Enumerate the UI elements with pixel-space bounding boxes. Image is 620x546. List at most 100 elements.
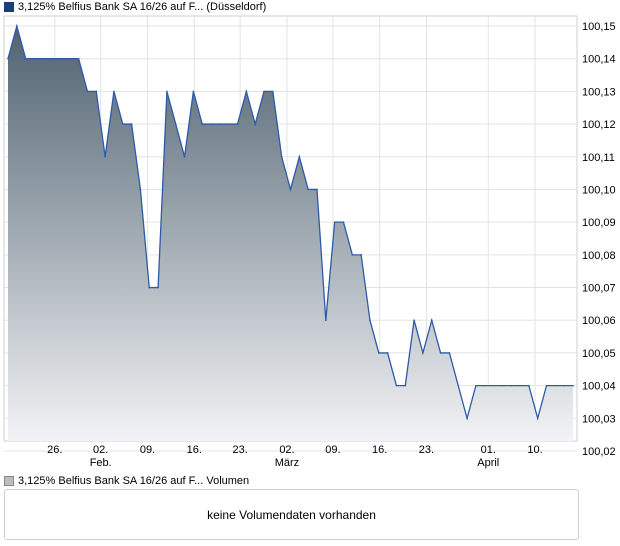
price-data-point	[193, 91, 195, 93]
x-tick-label: 26.	[47, 444, 62, 456]
price-data-point	[440, 352, 442, 354]
price-data-point	[299, 156, 301, 158]
volume-empty-message: keine Volumendaten vorhanden	[207, 508, 376, 522]
price-data-point	[555, 385, 557, 387]
x-axis-ticks: 26. 02. 09. 16. 23. 02. 09. 16. 23. 01. 10. Feb. Mär…	[47, 444, 543, 469]
y-tick-label: 100,02	[582, 446, 616, 458]
y-tick-label: 100,05	[582, 348, 616, 360]
price-data-point	[502, 385, 504, 387]
price-data-point	[316, 189, 318, 191]
y-tick-label: 100,09	[582, 217, 616, 229]
price-data-point	[69, 58, 71, 60]
x-tick-label: 09.	[140, 444, 155, 456]
y-tick-label: 100,03	[582, 413, 616, 425]
price-data-point	[484, 385, 486, 387]
price-data-point	[281, 156, 283, 158]
price-data-point	[422, 352, 424, 354]
price-data-point	[122, 123, 124, 125]
price-data-point	[396, 385, 398, 387]
price-data-point	[166, 91, 168, 93]
price-data-point	[254, 123, 256, 125]
y-tick-label: 100,04	[582, 381, 616, 393]
price-data-point	[387, 352, 389, 354]
price-data-point	[431, 319, 433, 321]
x-month-label: Feb.	[90, 457, 112, 469]
y-axis-ticks: 100,02 100,03 100,04 100,05 100,06 100,07 100,…	[582, 21, 616, 458]
price-chart: 100,02 100,03 100,04 100,05 100,06 100,07 100,…	[0, 0, 620, 480]
y-tick-label: 100,10	[582, 184, 616, 196]
x-tick-label: 10.	[527, 444, 542, 456]
volume-legend-swatch	[4, 476, 14, 486]
price-data-point	[369, 319, 371, 321]
price-data-point	[572, 385, 574, 387]
price-data-point	[272, 91, 274, 93]
price-data-point	[148, 287, 150, 289]
x-tick-label: 02.	[93, 444, 108, 456]
y-tick-label: 100,06	[582, 315, 616, 327]
price-data-point	[16, 25, 18, 27]
price-data-point	[519, 385, 521, 387]
volume-legend: 3,125% Belfius Bank SA 16/26 auf F... Vo…	[4, 474, 249, 488]
price-data-point	[43, 58, 45, 60]
price-data-point	[140, 189, 142, 191]
y-tick-label: 100,14	[582, 54, 616, 66]
x-month-label: April	[477, 457, 499, 469]
x-tick-label: 23.	[419, 444, 434, 456]
price-data-point	[290, 189, 292, 191]
y-tick-label: 100,15	[582, 21, 616, 33]
price-data-point	[113, 91, 115, 93]
price-data-point	[87, 91, 89, 93]
y-tick-label: 100,13	[582, 86, 616, 98]
price-data-point	[104, 156, 106, 158]
volume-legend-label: 3,125% Belfius Bank SA 16/26 auf F... Vo…	[18, 475, 249, 487]
price-data-point	[351, 254, 353, 256]
x-tick-label: 23.	[233, 444, 248, 456]
price-data-point	[334, 221, 336, 223]
price-data-point	[237, 123, 239, 125]
x-tick-label: 01.	[481, 444, 496, 456]
price-data-point	[537, 418, 539, 420]
price-data-point	[378, 352, 380, 354]
price-data-point	[95, 91, 97, 93]
price-data-point	[325, 319, 327, 321]
price-data-point	[34, 58, 36, 60]
x-tick-label: 16.	[372, 444, 387, 456]
price-data-point	[563, 385, 565, 387]
price-data-point	[307, 189, 309, 191]
price-data-point	[413, 319, 415, 321]
y-tick-label: 100,11	[582, 152, 615, 164]
x-tick-label: 09.	[325, 444, 340, 456]
price-data-point	[246, 91, 248, 93]
price-data-point	[457, 385, 459, 387]
price-data-point	[343, 221, 345, 223]
price-data-point	[210, 123, 212, 125]
price-data-point	[201, 123, 203, 125]
price-data-point	[404, 385, 406, 387]
price-data-point	[157, 287, 159, 289]
price-data-point	[60, 58, 62, 60]
price-data-point	[7, 58, 9, 60]
price-data-point	[184, 156, 186, 158]
price-data-point	[546, 385, 548, 387]
price-data-point	[263, 91, 265, 93]
price-data-point	[51, 58, 53, 60]
x-tick-label: 02.	[279, 444, 294, 456]
price-data-point	[78, 58, 80, 60]
price-data-point	[449, 352, 451, 354]
price-data-point	[131, 123, 133, 125]
price-data-point	[510, 385, 512, 387]
volume-panel: keine Volumendaten vorhanden	[4, 489, 579, 540]
price-data-point	[219, 123, 221, 125]
x-tick-label: 16.	[187, 444, 202, 456]
price-data-point	[493, 385, 495, 387]
price-data-point	[25, 58, 27, 60]
price-data-point	[528, 385, 530, 387]
price-data-point	[228, 123, 230, 125]
x-month-label: März	[275, 457, 299, 469]
price-data-point	[475, 385, 477, 387]
y-tick-label: 100,07	[582, 283, 616, 295]
price-data-point	[466, 418, 468, 420]
price-data-point	[360, 254, 362, 256]
price-data-point	[175, 123, 177, 125]
y-tick-label: 100,12	[582, 119, 616, 131]
